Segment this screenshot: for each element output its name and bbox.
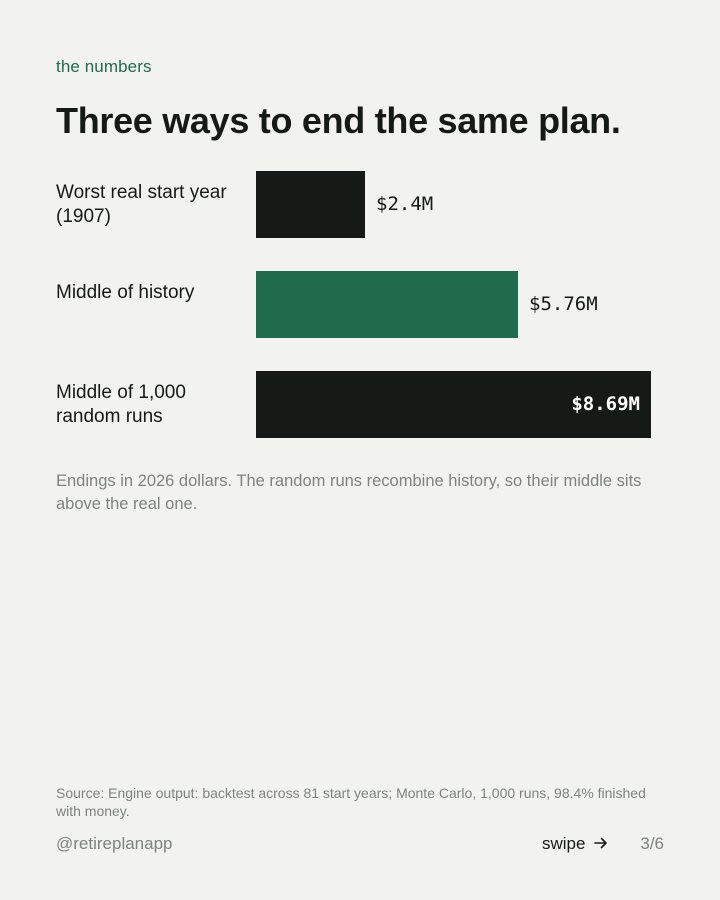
bar xyxy=(256,171,365,238)
swipe-label: swipe xyxy=(542,834,586,853)
arrow-right-icon xyxy=(594,834,608,854)
bar xyxy=(256,371,651,438)
source-note: Source: Engine output: backtest across 8… xyxy=(56,785,646,819)
account-handle: @retireplanapp xyxy=(56,834,173,853)
chart-row: Middle of 1,000 random runs $8.69M xyxy=(0,371,720,438)
bar-value-label: $2.4M xyxy=(376,193,434,215)
bar-value-label: $8.69M xyxy=(571,393,640,415)
chart-row: Worst real start year (1907) $2.4M xyxy=(0,171,720,238)
bar-value-label: $5.76M xyxy=(529,293,598,315)
bar xyxy=(256,271,518,338)
swipe-button[interactable]: swipe xyxy=(542,834,608,854)
bar-category-label: Worst real start year (1907) xyxy=(56,182,227,227)
chart-note: Endings in 2026 dollars. The random runs… xyxy=(56,472,642,513)
chart-row: Middle of history $5.76M xyxy=(0,271,720,338)
page-indicator: 3/6 xyxy=(640,834,664,853)
bar-category-label: Middle of history xyxy=(56,282,195,303)
bar-category-label: Middle of 1,000 random runs xyxy=(56,382,186,427)
bar-chart: Worst real start year (1907) $2.4M Middle … xyxy=(0,160,720,450)
eyebrow-label: the numbers xyxy=(56,57,152,76)
page-title: Three ways to end the same plan. xyxy=(56,100,621,141)
